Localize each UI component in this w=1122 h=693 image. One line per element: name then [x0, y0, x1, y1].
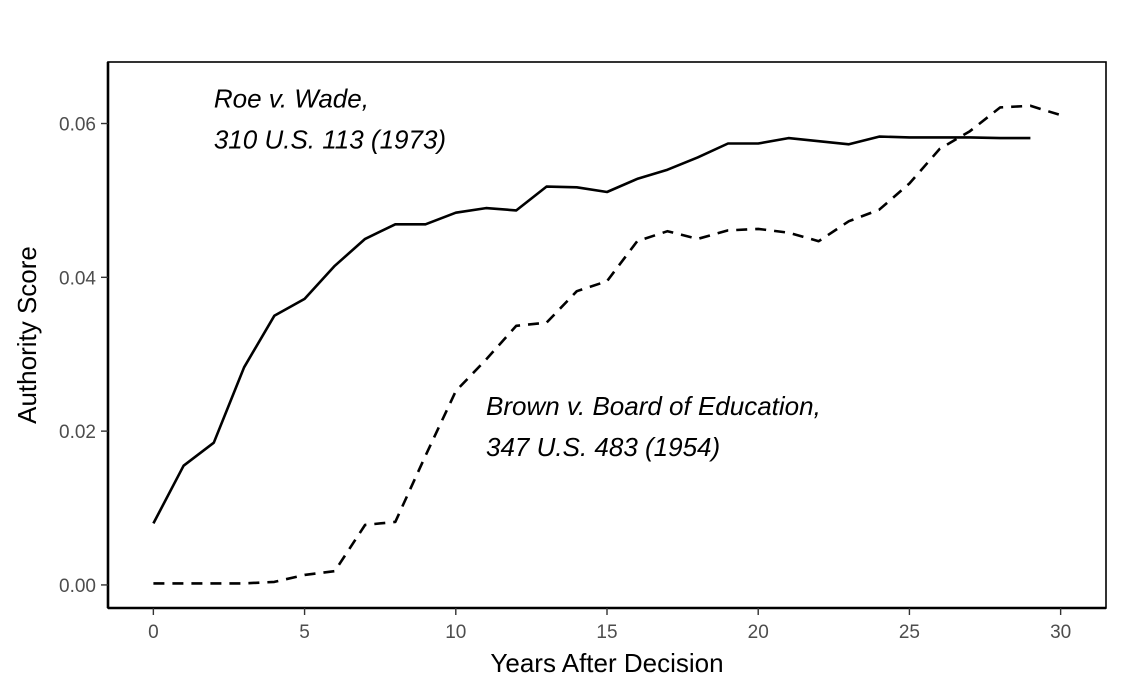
x-tick-label: 30 — [1050, 622, 1071, 643]
y-axis-title: Authority Score — [12, 246, 42, 424]
annotations: Roe v. Wade, 310 U.S. 113 (1973) Brown v. … — [214, 83, 821, 462]
annotation-line: Roe v. Wade, — [214, 83, 369, 113]
x-tick-label: 5 — [299, 622, 310, 643]
y-tick-label: 0.00 — [59, 576, 96, 597]
x-tick-label: 25 — [899, 622, 920, 643]
y-axis: 0.00 0.02 0.04 0.06 — [59, 115, 108, 597]
y-tick-label: 0.06 — [59, 115, 96, 136]
annotation-line: Brown v. Board of Education, — [486, 391, 821, 421]
x-axis: 0 5 10 15 20 25 30 — [148, 608, 1071, 643]
series-group — [152, 104, 1061, 585]
x-axis-title: Years After Decision — [490, 648, 723, 678]
y-tick-label: 0.02 — [59, 422, 96, 443]
annotation-line: 347 U.S. 483 (1954) — [486, 432, 720, 462]
x-tick-label: 10 — [445, 622, 466, 643]
x-tick-label: 0 — [148, 622, 159, 643]
x-tick-label: 15 — [596, 622, 617, 643]
y-tick-label: 0.04 — [59, 268, 96, 289]
x-tick-label: 20 — [748, 622, 769, 643]
series-line-solid — [152, 135, 1031, 525]
annotation-line: 310 U.S. 113 (1973) — [214, 124, 446, 154]
series-line-dashed — [153, 104, 1061, 585]
